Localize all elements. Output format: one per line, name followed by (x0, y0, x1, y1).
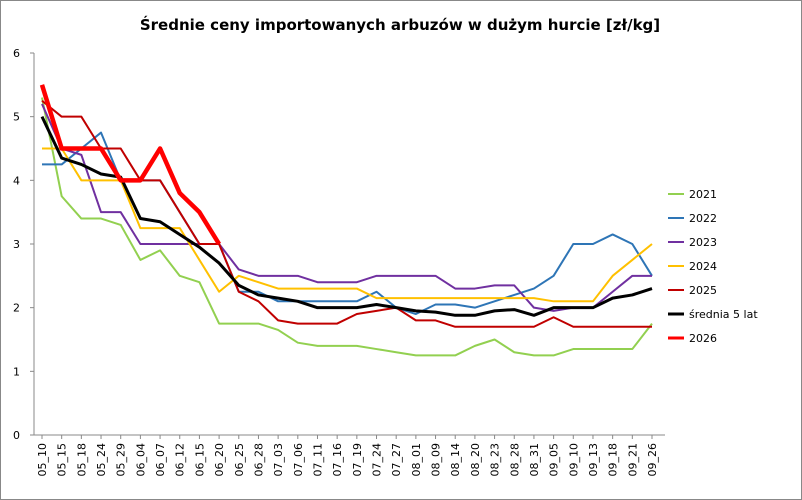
x-tick-label: 07_27 (390, 443, 403, 477)
x-tick-label: 05_15 (56, 443, 69, 477)
y-tick-label: 0 (13, 429, 20, 442)
y-tick-label: 1 (13, 365, 20, 378)
x-tick-label: 08_01 (410, 443, 423, 477)
legend-label: 2021 (689, 188, 717, 201)
legend-label: 2023 (689, 236, 717, 249)
series-line (40, 116, 653, 317)
x-tick-label: 05_24 (95, 443, 108, 477)
x-tick-label: 07_06 (292, 443, 305, 477)
x-tick-label: 06_07 (154, 443, 167, 477)
series-line (41, 99, 652, 328)
series-line (41, 97, 653, 357)
chart-title: Średnie ceny importowanych arbuzów w duż… (140, 15, 660, 34)
x-tick-label: 09_10 (567, 443, 580, 477)
x-tick-label: 07_11 (311, 443, 324, 477)
y-tick-label: 6 (13, 47, 20, 60)
x-tick-label: 09_21 (626, 443, 639, 477)
x-tick-label: 08_14 (449, 443, 462, 477)
x-tick-label: 07_16 (331, 443, 344, 477)
x-tick-label: 07_03 (272, 443, 285, 477)
y-tick-label: 5 (13, 111, 20, 124)
x-tick-label: 09_26 (646, 443, 659, 477)
x-tick-label: 09_13 (587, 443, 600, 477)
x-tick-label: 08_31 (528, 443, 541, 477)
x-tick-label: 08_09 (430, 443, 443, 477)
x-tick-label: 06_12 (174, 443, 187, 477)
x-tick-label: 06_25 (233, 443, 246, 477)
x-tick-label: 09_18 (607, 443, 620, 477)
legend-label: średnia 5 lat (689, 308, 758, 321)
x-tick-label: 06_15 (193, 443, 206, 477)
y-tick-label: 4 (13, 174, 20, 187)
x-tick-label: 09_05 (548, 443, 561, 477)
x-tick-label: 08_28 (508, 443, 521, 477)
x-tick-label: 05_29 (115, 443, 128, 477)
y-tick-label: 3 (13, 238, 20, 251)
y-tick-label: 2 (13, 302, 20, 315)
legend-label: 2024 (689, 260, 717, 273)
x-tick-label: 06_20 (213, 443, 226, 477)
x-tick-label: 05_10 (36, 443, 49, 477)
legend-label: 2022 (689, 212, 717, 225)
x-tick-label: 08_20 (469, 443, 482, 477)
legend-label: 2026 (689, 332, 717, 345)
x-tick-label: 08_23 (489, 443, 502, 477)
series-line (39, 84, 222, 246)
series-line (42, 147, 653, 303)
x-tick-label: 05_18 (75, 443, 88, 477)
x-tick-label: 06_28 (252, 443, 265, 477)
x-tick-label: 07_19 (351, 443, 364, 477)
x-tick-label: 06_04 (134, 443, 147, 477)
x-tick-label: 07_24 (371, 443, 384, 477)
legend-label: 2025 (689, 284, 717, 297)
